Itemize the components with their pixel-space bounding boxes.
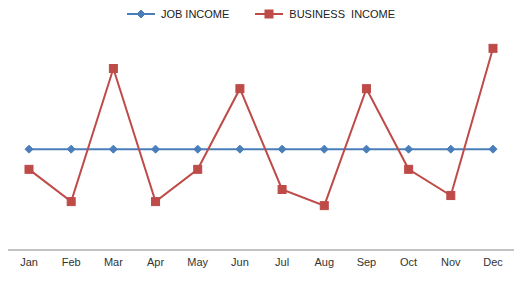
- svg-text:Feb: Feb: [62, 256, 81, 268]
- html-text:JOB INCOME: JOB INCOME: [160, 8, 230, 20]
- svg-text:May: May: [187, 256, 208, 268]
- svg-text:Apr: Apr: [147, 256, 164, 268]
- svg-text:Jul: Jul: [275, 256, 289, 268]
- svg-text:Nov: Nov: [441, 256, 461, 268]
- svg-text:Dec: Dec: [483, 256, 503, 268]
- svg-text:Jun: Jun: [231, 256, 249, 268]
- svg-text:Oct: Oct: [400, 256, 417, 268]
- svg-text:Aug: Aug: [314, 256, 334, 268]
- svg-text:Jan: Jan: [20, 256, 38, 268]
- svg-text:Sep: Sep: [357, 256, 377, 268]
- svg-text:Mar: Mar: [104, 256, 123, 268]
- html-text:BUSINESS INCOME: BUSINESS INCOME: [289, 8, 396, 20]
